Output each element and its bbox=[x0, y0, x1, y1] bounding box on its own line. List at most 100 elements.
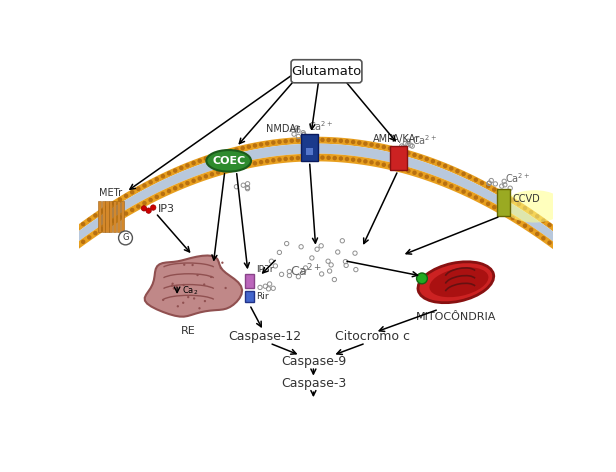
Circle shape bbox=[217, 153, 220, 156]
Circle shape bbox=[75, 227, 78, 230]
Circle shape bbox=[554, 246, 557, 249]
Circle shape bbox=[542, 237, 545, 240]
Text: METr: METr bbox=[99, 188, 122, 198]
Circle shape bbox=[425, 175, 428, 178]
Circle shape bbox=[217, 171, 220, 174]
Circle shape bbox=[407, 152, 410, 155]
Circle shape bbox=[192, 161, 195, 165]
Circle shape bbox=[187, 296, 189, 298]
Circle shape bbox=[358, 159, 361, 162]
Polygon shape bbox=[110, 201, 113, 232]
Circle shape bbox=[407, 169, 410, 172]
Text: RE: RE bbox=[181, 326, 196, 336]
Circle shape bbox=[224, 287, 227, 289]
Circle shape bbox=[321, 156, 324, 159]
Circle shape bbox=[395, 148, 398, 152]
Polygon shape bbox=[113, 201, 116, 232]
Circle shape bbox=[205, 175, 208, 178]
Circle shape bbox=[370, 143, 373, 146]
Polygon shape bbox=[117, 201, 120, 232]
Polygon shape bbox=[245, 291, 254, 302]
Circle shape bbox=[177, 305, 179, 307]
Polygon shape bbox=[71, 143, 561, 247]
Circle shape bbox=[370, 161, 373, 164]
Circle shape bbox=[450, 167, 453, 170]
Circle shape bbox=[358, 141, 361, 144]
Circle shape bbox=[118, 198, 121, 201]
Circle shape bbox=[352, 158, 355, 161]
Circle shape bbox=[339, 157, 342, 160]
Circle shape bbox=[389, 165, 392, 168]
Circle shape bbox=[296, 156, 299, 160]
Circle shape bbox=[112, 219, 115, 223]
Circle shape bbox=[124, 194, 128, 197]
Circle shape bbox=[517, 202, 521, 206]
Circle shape bbox=[548, 223, 551, 227]
Circle shape bbox=[290, 157, 293, 160]
Circle shape bbox=[223, 152, 226, 154]
Polygon shape bbox=[301, 134, 318, 161]
Circle shape bbox=[315, 156, 318, 159]
Circle shape bbox=[149, 181, 152, 184]
Circle shape bbox=[431, 177, 434, 180]
Circle shape bbox=[499, 192, 502, 194]
Circle shape bbox=[456, 187, 459, 190]
Circle shape bbox=[530, 228, 533, 231]
Circle shape bbox=[400, 150, 403, 153]
Circle shape bbox=[437, 180, 440, 183]
Circle shape bbox=[499, 209, 502, 212]
Circle shape bbox=[162, 299, 164, 301]
Text: Rir: Rir bbox=[256, 292, 268, 302]
Circle shape bbox=[235, 166, 238, 169]
Circle shape bbox=[462, 190, 465, 193]
Circle shape bbox=[431, 160, 434, 163]
Ellipse shape bbox=[418, 262, 493, 303]
Circle shape bbox=[155, 195, 158, 198]
Circle shape bbox=[210, 276, 213, 278]
Circle shape bbox=[376, 144, 379, 147]
Circle shape bbox=[223, 169, 226, 172]
Circle shape bbox=[119, 231, 132, 245]
Text: G: G bbox=[122, 234, 129, 243]
Circle shape bbox=[536, 232, 539, 236]
Circle shape bbox=[444, 182, 447, 185]
Circle shape bbox=[69, 232, 73, 235]
Circle shape bbox=[487, 185, 490, 188]
FancyBboxPatch shape bbox=[291, 60, 362, 83]
Text: AMPA/KAr: AMPA/KAr bbox=[373, 134, 420, 144]
Circle shape bbox=[171, 285, 173, 287]
Circle shape bbox=[124, 212, 128, 215]
Circle shape bbox=[87, 236, 91, 239]
Text: IP3: IP3 bbox=[158, 204, 175, 214]
Circle shape bbox=[106, 206, 109, 209]
Circle shape bbox=[468, 175, 471, 178]
Polygon shape bbox=[71, 137, 561, 237]
Circle shape bbox=[204, 300, 206, 302]
Polygon shape bbox=[145, 255, 242, 317]
Circle shape bbox=[172, 287, 175, 290]
Circle shape bbox=[315, 138, 318, 141]
Circle shape bbox=[180, 184, 183, 187]
Circle shape bbox=[419, 173, 422, 176]
Text: Citocromo c: Citocromo c bbox=[335, 330, 410, 344]
Circle shape bbox=[118, 216, 121, 219]
Circle shape bbox=[198, 177, 201, 180]
Circle shape bbox=[321, 138, 324, 142]
Circle shape bbox=[511, 199, 514, 202]
Polygon shape bbox=[498, 189, 510, 216]
Circle shape bbox=[198, 307, 201, 310]
Circle shape bbox=[272, 159, 275, 162]
Circle shape bbox=[137, 187, 140, 190]
Circle shape bbox=[327, 138, 330, 142]
Circle shape bbox=[221, 261, 224, 264]
Circle shape bbox=[437, 162, 440, 165]
Circle shape bbox=[517, 220, 521, 223]
Circle shape bbox=[81, 223, 84, 226]
Circle shape bbox=[284, 157, 287, 160]
Circle shape bbox=[480, 181, 484, 185]
Text: NMDAr: NMDAr bbox=[266, 124, 301, 134]
Circle shape bbox=[186, 164, 189, 167]
Circle shape bbox=[247, 145, 250, 148]
Circle shape bbox=[493, 188, 496, 191]
Circle shape bbox=[346, 140, 349, 143]
